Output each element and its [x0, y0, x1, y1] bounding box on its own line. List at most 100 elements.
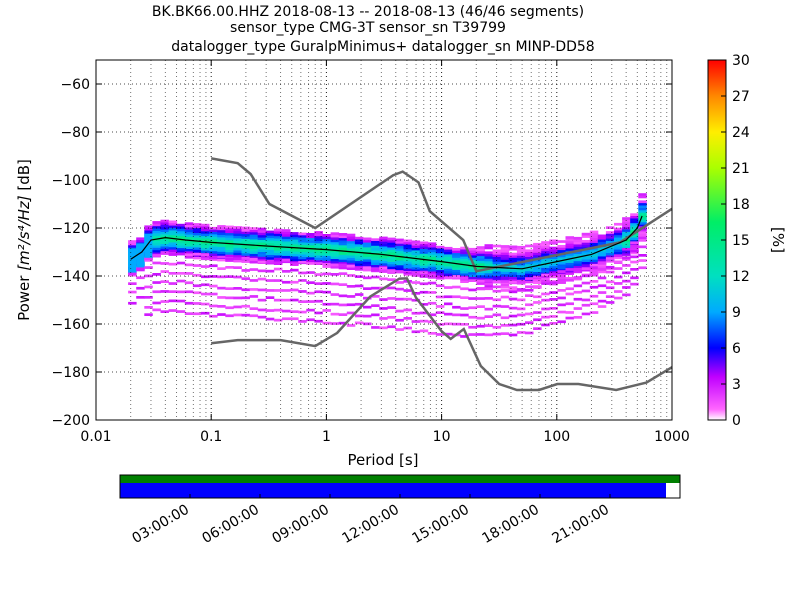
heatmap-outlier-cell [500, 305, 510, 308]
heatmap-cell [338, 233, 348, 236]
heatmap-cell [468, 271, 477, 275]
heatmap-cell [168, 227, 178, 231]
heatmap-cell [346, 252, 356, 256]
heatmap-outlier-cell [225, 257, 234, 261]
heatmap-outlier-cell [395, 309, 404, 313]
heatmap-cell [128, 240, 137, 243]
heatmap-outlier-cell [435, 295, 445, 299]
heatmap-cell [581, 244, 591, 248]
heatmap-outlier-cell [614, 275, 623, 279]
heatmap-cell [427, 266, 437, 270]
heatmap-cell [152, 235, 161, 239]
heatmap-outlier-cell [314, 299, 323, 303]
heatmap-cell [614, 251, 623, 255]
heatmap-cell [500, 271, 510, 275]
colorbar-tick-label: 21 [732, 161, 750, 177]
heatmap-cell [346, 240, 356, 244]
heatmap-cell [354, 268, 364, 271]
heatmap-cell [387, 264, 396, 267]
colorbar-tick-label: 24 [732, 125, 750, 141]
heatmap-cell [282, 236, 291, 240]
heatmap-cell [201, 238, 210, 241]
heatmap-cell [346, 257, 356, 261]
heatmap-outlier-cell [217, 313, 226, 316]
heatmap-outlier-cell [209, 284, 218, 288]
heatmap-outlier-cell [573, 276, 583, 279]
heatmap-cell [265, 247, 275, 251]
heatmap-cell [192, 232, 202, 236]
heatmap-cell [233, 250, 242, 253]
heatmap-outlier-cell [346, 264, 356, 268]
heatmap-cell [444, 254, 453, 257]
heatmap-cell [597, 256, 607, 259]
heatmap-outlier-cell [484, 307, 493, 311]
heatmap-cell [330, 232, 340, 235]
heatmap-outlier-cell [363, 305, 372, 309]
heatmap-cell [435, 245, 445, 249]
heatmap-cell [338, 259, 348, 263]
heatmap-outlier-cell [638, 239, 647, 242]
y-axis-label-suffix: [dB] [15, 159, 33, 195]
heatmap-cell [387, 244, 396, 248]
heatmap-cell [533, 259, 542, 263]
heatmap-cell [225, 252, 234, 255]
heatmap-cell [152, 249, 161, 253]
heatmap-cell [452, 252, 461, 256]
heatmap-cell [395, 243, 404, 247]
heatmap-cell [549, 249, 558, 252]
heatmap-cell [403, 253, 412, 257]
heatmap-cell [144, 259, 153, 262]
heatmap-outlier-cell [201, 265, 210, 268]
heatmap-outlier-cell [516, 307, 526, 311]
heatmap-cell [249, 239, 259, 242]
heatmap-cell [192, 225, 202, 229]
heatmap-cell [508, 288, 518, 292]
heatmap-cell [557, 261, 566, 265]
heatmap-outlier-cell [492, 289, 502, 293]
heatmap-cell [168, 239, 178, 243]
heatmap-cell [565, 243, 574, 247]
heatmap-outlier-cell [395, 318, 404, 322]
y-tick-label: −160 [52, 317, 90, 333]
heatmap-outlier-cell [549, 281, 558, 285]
heatmap-outlier-cell [192, 264, 202, 267]
heatmap-cell [614, 234, 623, 238]
heatmap-outlier-cell [160, 262, 169, 265]
heatmap-cell [160, 243, 169, 247]
heatmap-cell [290, 236, 299, 240]
heatmap-cell [549, 263, 558, 267]
heatmap-cell [533, 278, 542, 282]
heatmap-cell [516, 262, 526, 266]
heatmap-cell [605, 259, 615, 263]
heatmap-outlier-cell [338, 283, 348, 286]
heatmap-outlier-cell [419, 329, 429, 333]
heatmap-cell [338, 240, 348, 243]
heatmap-outlier-cell [160, 280, 169, 283]
heatmap-cell [168, 220, 178, 224]
heatmap-cell [484, 275, 493, 279]
heatmap-outlier-cell [508, 333, 518, 337]
heatmap-cell [452, 257, 461, 261]
heatmap-cell [338, 242, 348, 246]
heatmap-cell [614, 249, 623, 252]
heatmap-cell [192, 242, 202, 245]
heatmap-cell [605, 247, 615, 251]
heatmap-cell [338, 247, 348, 251]
heatmap-outlier-cell [241, 277, 250, 280]
heatmap-outlier-cell [452, 285, 461, 289]
heatmap-cell [379, 239, 388, 242]
heatmap-cell [354, 253, 364, 257]
heatmap-cell [265, 235, 275, 239]
heatmap-cell [290, 260, 299, 264]
heatmap-cell [217, 234, 226, 238]
heatmap-cell [525, 244, 534, 248]
heatmap-cell [395, 260, 404, 263]
heatmap-cell [184, 251, 194, 254]
heatmap-outlier-cell [411, 281, 421, 284]
heatmap-outlier-cell [427, 332, 437, 335]
heatmap-cell [476, 282, 485, 285]
heatmap-cell [346, 245, 356, 249]
heatmap-cell [468, 247, 477, 251]
heatmap-cell [468, 276, 477, 280]
heatmap-cell [597, 234, 607, 238]
